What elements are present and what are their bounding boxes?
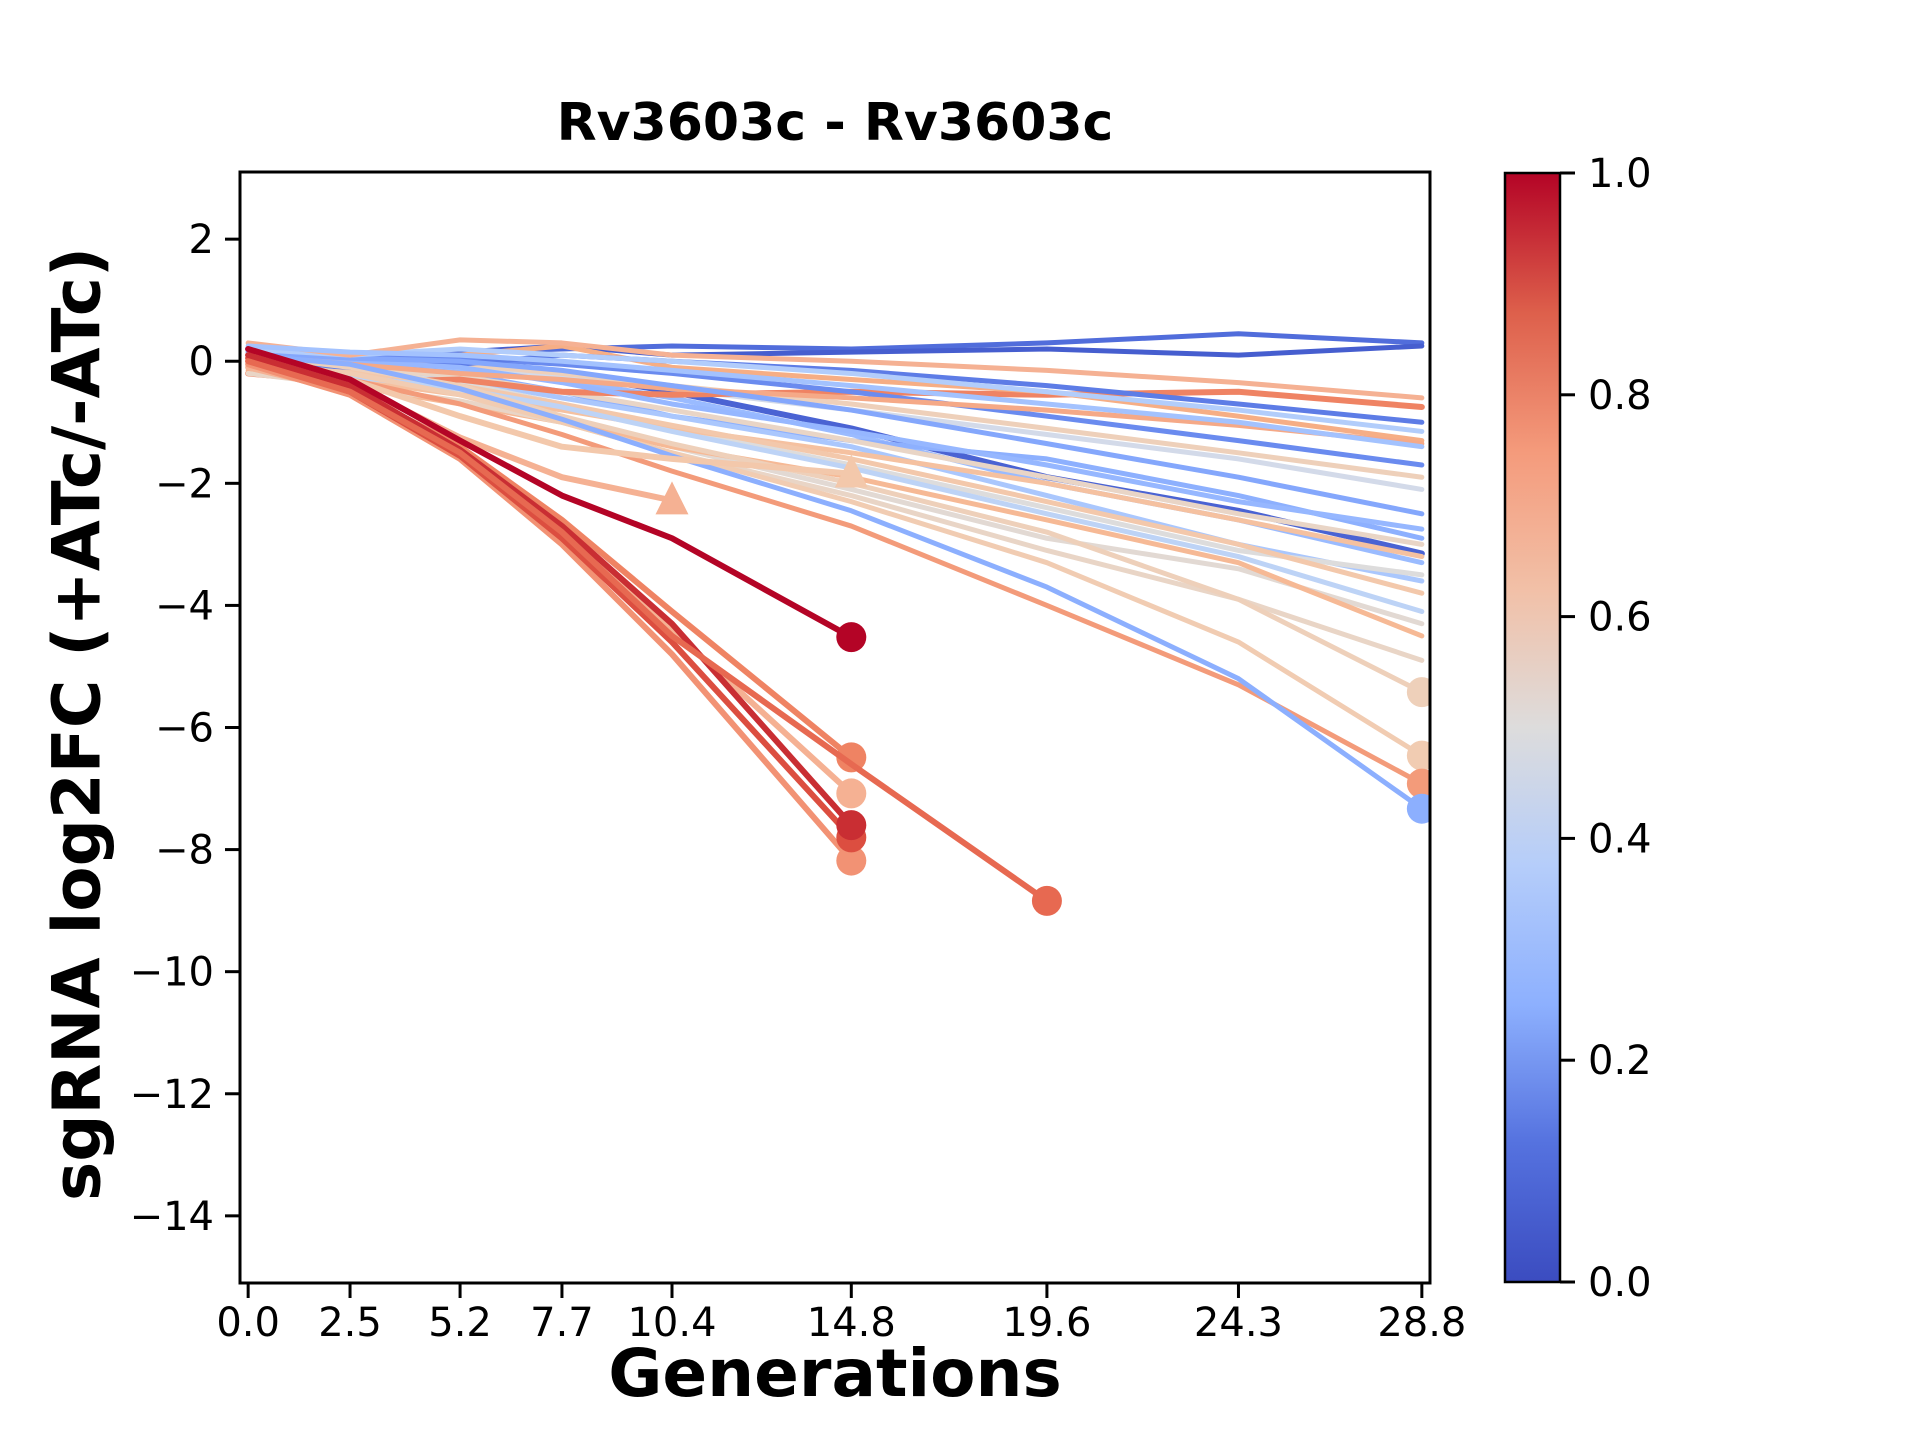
series-line-24	[245, 337, 1425, 401]
series-marker-circle-32	[836, 778, 867, 809]
series-marker-triangle-30	[655, 481, 689, 515]
series-marker-triangle-31	[834, 454, 868, 488]
chart-title: Rv3603c - Rv3603c	[556, 93, 1114, 153]
x-tick-label: 24.3	[1194, 1300, 1283, 1346]
series-marker-circle-37	[1031, 885, 1062, 916]
x-tick-label: 5.2	[428, 1300, 492, 1346]
y-tick-label: −8	[155, 828, 214, 874]
series-line-29	[245, 352, 1425, 812]
y-tick-label: −6	[155, 706, 214, 752]
series-marker-circle-26	[1406, 677, 1430, 708]
series-line-28	[245, 364, 1425, 787]
colorbar-tick-label: 0.0	[1588, 1260, 1652, 1306]
series-line-12	[245, 358, 1425, 560]
colorbar-tick-label: 0.8	[1588, 373, 1652, 419]
x-tick-label: 7.7	[530, 1300, 594, 1346]
y-tick-label: −12	[130, 1072, 214, 1118]
y-tick-label: 2	[189, 217, 214, 263]
colorbar-tick-label: 0.2	[1588, 1038, 1652, 1084]
series-group	[245, 331, 1430, 916]
series-line-27	[245, 358, 1425, 759]
series-line-37	[245, 358, 1050, 904]
y-tick-label: −4	[155, 583, 214, 629]
x-tick-label: 0.0	[216, 1300, 280, 1346]
series-marker-circle-28	[1406, 768, 1430, 799]
series-line-38	[245, 346, 855, 641]
x-tick-label: 28.8	[1377, 1300, 1466, 1346]
y-tick-label: −14	[130, 1194, 214, 1240]
series-marker-circle-29	[1406, 793, 1430, 824]
colorbar-tick-label: 0.6	[1588, 595, 1652, 641]
series-line-16	[245, 346, 1425, 468]
x-tick-label: 2.5	[318, 1300, 382, 1346]
series-marker-circle-34	[836, 742, 867, 773]
colorbar-tick-label: 0.4	[1588, 816, 1652, 862]
series-line-19	[245, 355, 1425, 532]
series-marker-circle-36	[836, 810, 867, 841]
x-tick-label: 19.6	[1002, 1300, 1091, 1346]
y-tick-label: −2	[155, 461, 214, 507]
y-tick-label: 0	[189, 339, 214, 385]
x-tick-label: 14.8	[807, 1300, 896, 1346]
series-marker-circle-38	[836, 622, 867, 653]
y-tick-label: −10	[130, 950, 214, 996]
colorbar-tick-label: 1.0	[1588, 151, 1652, 197]
x-tick-label: 10.4	[627, 1300, 716, 1346]
series-line-25	[245, 343, 1425, 450]
colorbar	[1503, 171, 1562, 1284]
series-marker-circle-27	[1406, 740, 1430, 771]
axes-frame	[238, 170, 1432, 1285]
x-axis-label: Generations	[608, 1335, 1062, 1412]
series-line-20	[245, 352, 1425, 447]
series-marker-circle-33	[836, 845, 867, 876]
series-line-22	[245, 349, 1425, 517]
